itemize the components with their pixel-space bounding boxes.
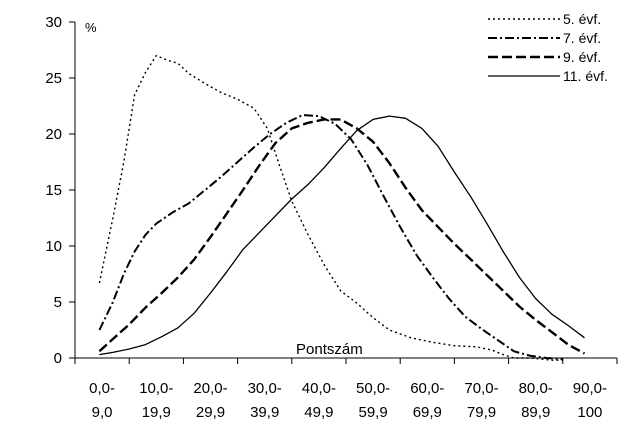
y-tick-label: 20	[45, 126, 62, 143]
series-line-dash-dot	[98, 114, 563, 361]
y-tick-label: 5	[54, 294, 62, 311]
series-line-dotted	[98, 54, 563, 361]
x-tick-label-line2: 79,9	[467, 404, 496, 421]
y-tick-label: 30	[45, 14, 62, 31]
x-tick-label-line1: 60,0-	[410, 380, 444, 397]
x-tick-label-line2: 100	[577, 404, 602, 421]
x-axis-title: Pontszám	[296, 341, 363, 358]
x-tick-label-line2: 9,0	[92, 404, 113, 421]
x-tick-label-line1: 0,0-	[89, 380, 115, 397]
x-tick-label-line2: 39,9	[250, 404, 279, 421]
x-tick-label-line1: 10,0-	[139, 380, 173, 397]
x-tick-label-line2: 19,9	[142, 404, 171, 421]
x-tick-label-line1: 20,0-	[193, 380, 227, 397]
series-line-solid	[99, 115, 585, 356]
y-tick-label: 10	[45, 238, 62, 255]
x-tick-label-line2: 89,9	[521, 404, 550, 421]
x-tick-label-line2: 29,9	[196, 404, 225, 421]
series-layer	[98, 54, 586, 361]
x-tick-label-line2: 49,9	[304, 404, 333, 421]
legend-label: 11. évf.	[563, 68, 608, 84]
legend-label: 7. évf.	[563, 30, 601, 46]
y-tick-label: 0	[54, 350, 62, 367]
legend: 5. évf. 7. évf. 9. évf. 11. évf.	[488, 11, 608, 84]
y-unit-label: %	[85, 20, 97, 35]
legend-label: 9. évf.	[563, 49, 601, 65]
y-tick-label: 15	[45, 182, 62, 199]
y-ticks: 0 5 10 15 20 25 30	[45, 14, 75, 367]
axes	[74, 22, 617, 359]
x-tick-label-line1: 80,0-	[519, 380, 553, 397]
x-tick-label-line1: 50,0-	[356, 380, 390, 397]
x-tick-label-line1: 90,0-	[573, 380, 607, 397]
x-tick-label-line1: 70,0-	[464, 380, 498, 397]
legend-label: 5. évf.	[563, 11, 601, 27]
y-tick-label: 25	[45, 70, 62, 87]
series-line-dashed	[98, 118, 586, 355]
x-ticks: 0,0- 9,0 10,0- 19,9 20,0- 29,9 30,0- 39,9 40,0- 4…	[74, 358, 618, 421]
x-tick-label-line1: 30,0-	[248, 380, 282, 397]
x-tick-label-line1: 40,0-	[302, 380, 336, 397]
x-tick-label-line2: 59,9	[358, 404, 387, 421]
x-tick-label-line2: 69,9	[413, 404, 442, 421]
